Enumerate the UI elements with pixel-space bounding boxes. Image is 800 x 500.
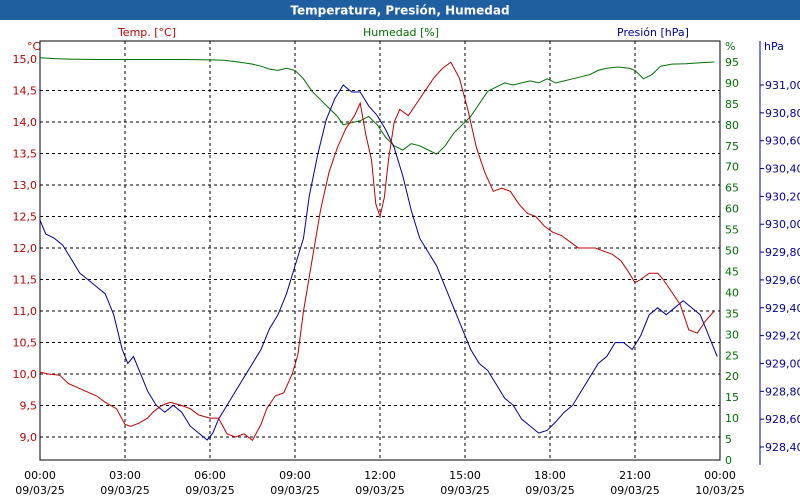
hum-unit-label: % <box>725 40 735 53</box>
pres-axis-header: Presión [hPa] <box>617 26 689 39</box>
hum-tick-label: 75 <box>725 140 739 153</box>
x-tick-date: 09/03/25 <box>610 484 659 497</box>
grid-lines <box>40 41 720 460</box>
x-tick-time: 03:00 <box>109 469 141 482</box>
temp-tick-label: 14,5 <box>13 85 38 98</box>
hum-tick-label: 55 <box>725 224 739 237</box>
x-tick-time: 06:00 <box>194 469 226 482</box>
pres-tick-label: 929,80 <box>765 246 800 259</box>
hum-tick-label: 70 <box>725 161 739 174</box>
x-tick-time: 15:00 <box>449 469 481 482</box>
x-tick-date: 09/03/25 <box>440 484 489 497</box>
hum-tick-label: 45 <box>725 265 739 278</box>
x-tick-date: 09/03/25 <box>100 484 149 497</box>
temp-tick-label: 10,0 <box>13 368 38 381</box>
pres-tick-label: 928,40 <box>765 441 800 454</box>
temp-tick-label: 15,0 <box>13 53 38 66</box>
pres-tick-label: 930,20 <box>765 190 800 203</box>
hum-tick-label: 0 <box>725 454 732 467</box>
temp-tick-label: 11,5 <box>13 274 38 287</box>
temp-axis-ticks: 15,0 14,5 14,0 13,5 13,0 12,5 12,0 11,5 11,0 10,5… <box>13 53 38 444</box>
pres-tick-label: 929,20 <box>765 330 800 343</box>
hum-axis-header: Humedad [%] <box>363 26 439 39</box>
x-axis-ticks: 00:00 09/03/25 03:00 09/03/25 06:00 09/03/25 0… <box>15 469 744 497</box>
x-tick-date: 09/03/25 <box>15 484 64 497</box>
hum-tick-label: 30 <box>725 328 739 341</box>
chart-title: Temperatura, Presión, Humedad <box>290 4 509 18</box>
temp-unit-label: °C <box>27 40 41 53</box>
temp-tick-label: 9,5 <box>20 400 38 413</box>
x-tick-time: 00:00 <box>24 469 56 482</box>
pres-tick-label: 931,00 <box>765 79 800 92</box>
hum-tick-label: 10 <box>725 412 739 425</box>
x-tick-time: 00:00 <box>704 469 736 482</box>
x-tick-date: 09/03/25 <box>355 484 404 497</box>
hum-tick-label: 60 <box>725 203 739 216</box>
pres-tick-label: 929,00 <box>765 357 800 370</box>
hum-tick-label: 65 <box>725 182 739 195</box>
temp-tick-label: 14,0 <box>13 116 38 129</box>
x-tick-time: 12:00 <box>364 469 396 482</box>
title-bar <box>0 0 800 20</box>
temp-tick-label: 11,0 <box>13 305 38 318</box>
hum-tick-label: 50 <box>725 245 739 258</box>
temp-tick-label: 13,5 <box>13 148 38 161</box>
pres-tick-label: 928,80 <box>765 385 800 398</box>
hum-tick-label: 80 <box>725 119 739 132</box>
hum-tick-label: 35 <box>725 307 739 320</box>
hum-tick-label: 15 <box>725 391 739 404</box>
pres-tick-label: 928,60 <box>765 413 800 426</box>
temp-tick-label: 12,0 <box>13 242 38 255</box>
temperature-series-line <box>39 61 715 441</box>
temp-tick-label: 10,5 <box>13 337 38 350</box>
pres-tick-label: 929,40 <box>765 302 800 315</box>
pres-tick-label: 930,00 <box>765 218 800 231</box>
pres-tick-label: 930,40 <box>765 163 800 176</box>
pres-tick-label: 929,60 <box>765 274 800 287</box>
pres-axis-ticks: 931,00 930,80 930,60 930,40 930,20 930,00 929,… <box>760 79 800 454</box>
pressure-series-line <box>39 84 718 441</box>
pres-unit-label: hPa <box>764 40 784 53</box>
x-tick-date: 10/03/25 <box>695 484 744 497</box>
hum-tick-label: 95 <box>725 56 739 69</box>
hum-tick-label: 85 <box>725 98 739 111</box>
x-tick-time: 18:00 <box>534 469 566 482</box>
hum-tick-label: 5 <box>725 433 732 446</box>
pres-tick-label: 930,80 <box>765 107 800 120</box>
x-tick-time: 21:00 <box>619 469 651 482</box>
temp-tick-label: 13,0 <box>13 179 38 192</box>
temp-axis-header: Temp. [°C] <box>117 26 176 39</box>
humidity-series-line <box>39 57 715 155</box>
hum-tick-label: 25 <box>725 349 739 362</box>
hum-tick-label: 90 <box>725 77 739 90</box>
pres-tick-label: 930,60 <box>765 135 800 148</box>
hum-tick-label: 40 <box>725 286 739 299</box>
temp-tick-label: 12,5 <box>13 211 38 224</box>
hum-tick-label: 20 <box>725 370 739 383</box>
temp-tick-label: 9,0 <box>20 431 38 444</box>
x-tick-time: 09:00 <box>279 469 311 482</box>
x-tick-date: 09/03/25 <box>185 484 234 497</box>
plot-frame <box>39 40 721 461</box>
x-tick-date: 09/03/25 <box>525 484 574 497</box>
x-tick-date: 09/03/25 <box>270 484 319 497</box>
